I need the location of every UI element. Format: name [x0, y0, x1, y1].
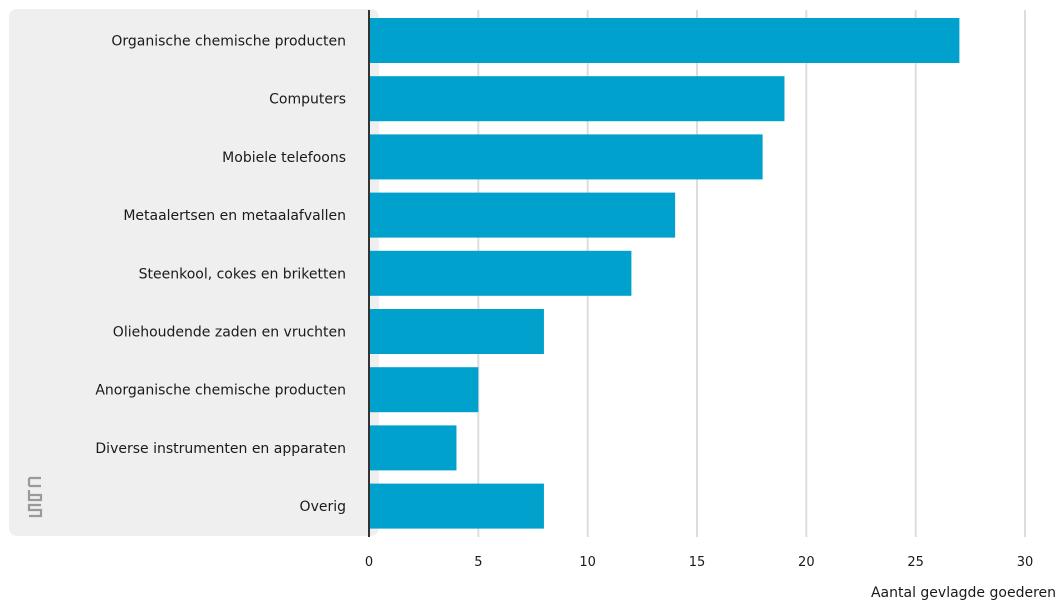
bar [369, 367, 479, 413]
x-tick-label: 25 [907, 555, 924, 570]
cbs-logo-icon [27, 476, 43, 518]
category-label: Organische chemische producten [111, 34, 346, 50]
bar [369, 76, 785, 122]
category-label: Metaalertsen en metaalafvallen [123, 208, 346, 224]
x-tick-labels: 0 5 10 15 20 25 30 [365, 555, 1033, 570]
category-labels: Organische chemische producten Computers M… [95, 34, 346, 516]
x-tick-label: 30 [1017, 555, 1034, 570]
x-tick-label: 15 [689, 555, 706, 570]
category-label: Anorganische chemische producten [95, 383, 346, 399]
label-panel [9, 9, 379, 536]
bar [369, 250, 632, 296]
category-label: Computers [269, 92, 346, 108]
bars [369, 18, 960, 529]
category-label: Mobiele telefoons [222, 150, 346, 166]
bar [369, 483, 544, 529]
bar [369, 192, 676, 238]
bar [369, 134, 763, 180]
category-label: Oliehoudende zaden en vruchten [113, 325, 346, 341]
x-tick-label: 5 [474, 555, 482, 570]
x-axis-title: Aantal gevlagde goederen [871, 585, 1056, 600]
x-tick-label: 20 [798, 555, 815, 570]
bar [369, 425, 457, 471]
x-tick-label: 10 [579, 555, 596, 570]
category-label: Overig [300, 499, 346, 515]
x-tick-label: 0 [365, 555, 373, 570]
category-label: Steenkool, cokes en briketten [139, 266, 346, 282]
bar [369, 309, 544, 354]
category-label: Diverse instrumenten en apparaten [95, 441, 346, 457]
bar [369, 18, 960, 63]
